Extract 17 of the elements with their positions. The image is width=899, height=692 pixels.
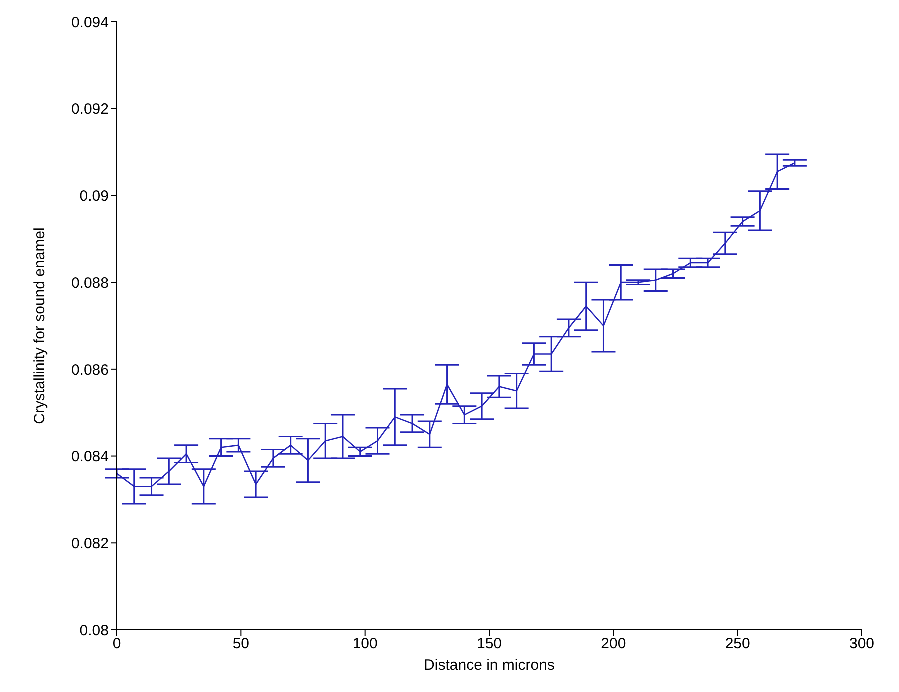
y-tick-label: 0.084 bbox=[71, 448, 109, 466]
y-tick-label: 0.08 bbox=[80, 622, 109, 640]
y-tick-label: 0.082 bbox=[71, 535, 109, 552]
x-axis-title: Distance in microns bbox=[424, 657, 555, 674]
y-tick-label: 0.09 bbox=[80, 188, 109, 206]
y-tick-label: 0.088 bbox=[71, 274, 109, 292]
x-tick-label: 50 bbox=[232, 636, 250, 653]
x-tick-label: 0 bbox=[112, 636, 122, 653]
y-tick-label: 0.094 bbox=[71, 14, 109, 32]
x-tick-label: 150 bbox=[476, 636, 502, 653]
x-tick-label: 100 bbox=[352, 636, 378, 653]
x-tick-label: 250 bbox=[725, 636, 750, 653]
y-axis-title: Crystallinity for sound enamel bbox=[31, 228, 48, 424]
x-tick-label: 200 bbox=[601, 636, 626, 653]
x-tick-label: 300 bbox=[849, 636, 875, 653]
y-tick-label: 0.086 bbox=[71, 362, 109, 379]
y-tick-label: 0.092 bbox=[71, 101, 109, 118]
